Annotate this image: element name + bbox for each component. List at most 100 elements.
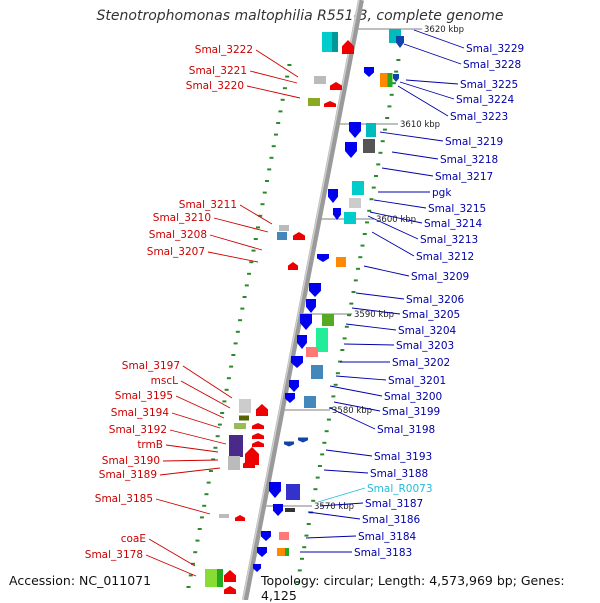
leader-line <box>325 449 373 457</box>
gene-label-right: Smal_3206 <box>406 294 465 306</box>
gene-block <box>387 73 393 87</box>
genome-backbone-highlight <box>242 0 360 600</box>
gene-arrow <box>289 380 299 392</box>
leader-line <box>397 85 449 117</box>
gene-block <box>363 139 375 153</box>
gene-arrow <box>300 314 312 330</box>
gene-label-right: Smal_3209 <box>411 271 469 283</box>
leader-line <box>381 167 434 177</box>
gene-label-right: Smal_3229 <box>466 43 524 55</box>
leader-line <box>369 211 423 224</box>
leader-line <box>373 199 427 209</box>
gene-arrow <box>393 74 399 82</box>
gene-label-right: Smal_3188 <box>370 468 428 480</box>
gene-block <box>306 347 318 357</box>
gene-arrow <box>317 254 329 262</box>
gene-label-right: Smal_3215 <box>428 203 486 215</box>
gene-arrow <box>330 82 342 90</box>
gene-label-right: Smal_3198 <box>377 424 435 436</box>
gene-label-right: Smal_R0073 <box>367 483 433 495</box>
ruler-label: 3610 kbp <box>400 120 440 130</box>
gene-label-right: Smal_3219 <box>445 136 503 148</box>
tick-marks <box>186 59 401 588</box>
gene-label-left: Smal_3185 <box>95 493 153 505</box>
leader-line <box>405 79 459 85</box>
gene-arrow <box>269 482 281 498</box>
topology-text: Topology: circular; Length: 4,573,969 bp… <box>261 573 565 603</box>
ruler-label: 3620 kbp <box>424 25 464 35</box>
leader-line <box>413 29 465 49</box>
gene-label-left: coaE <box>121 533 146 545</box>
gene-block <box>322 314 334 326</box>
leader-line <box>145 554 197 577</box>
map-title: Stenotrophomonas maltophilia R551-3, com… <box>96 8 504 24</box>
leader-line <box>379 131 444 142</box>
gene-label-right: Smal_3187 <box>365 498 423 510</box>
gene-block <box>229 435 243 457</box>
gene-block <box>279 225 289 231</box>
leader-line <box>207 251 259 263</box>
leader-line <box>329 385 383 397</box>
gene-label-right: Smal_3193 <box>374 451 432 463</box>
gene-label-right: Smal_3218 <box>440 154 498 166</box>
leader-line <box>305 535 357 539</box>
gene-block <box>304 396 316 408</box>
gene-arrow <box>349 122 361 138</box>
gene-arrow <box>291 356 303 368</box>
gene-block <box>322 32 334 52</box>
gene-label-left: Smal_3190 <box>102 455 160 467</box>
gene-arrow <box>285 393 295 403</box>
gene-label-right: Smal_3224 <box>456 94 515 106</box>
gene-block <box>336 257 346 267</box>
gene-label-right: Smal_3213 <box>420 234 478 246</box>
gene-label-right: Smal_3228 <box>463 59 521 71</box>
leader-line <box>367 215 419 240</box>
leader-line <box>345 323 397 331</box>
leader-line <box>355 292 405 300</box>
gene-block <box>239 399 251 413</box>
ruler-label: 3580 kbp <box>332 406 372 416</box>
leader-line <box>391 151 439 160</box>
gene-label-right: Smal_3183 <box>354 547 412 559</box>
gene-arrow <box>309 283 321 297</box>
leader-line <box>155 498 211 515</box>
gene-arrow <box>345 142 357 158</box>
gene-label-left: mscL <box>151 375 178 387</box>
gene-label-right: Smal_3205 <box>402 309 460 321</box>
leader-line <box>249 70 298 84</box>
gene-label-right: Smal_3214 <box>424 218 483 230</box>
gene-label-left: Smal_3222 <box>195 44 253 56</box>
gene-block <box>352 181 364 195</box>
ruler-label: 3600 kbp <box>376 215 416 225</box>
gene-block <box>285 548 289 556</box>
gene-arrow <box>273 504 283 516</box>
gene-arrow <box>224 586 236 594</box>
leader-line <box>371 231 415 257</box>
gene-arrow <box>328 189 338 203</box>
leader-line <box>148 538 196 567</box>
leader-line <box>162 459 219 462</box>
gene-label-right: Smal_3186 <box>362 514 421 526</box>
gene-label-right: Smal_3202 <box>392 357 450 369</box>
gene-labels: Smal_3222Smal_3221Smal_3220Smal_3211Smal… <box>85 43 524 561</box>
leader-line <box>319 502 364 507</box>
gene-block <box>286 484 300 500</box>
leader-line <box>182 365 233 399</box>
gene-label-left: Smal_3194 <box>111 407 170 419</box>
gene-arrow <box>288 262 298 270</box>
gene-label-right: Smal_3223 <box>450 111 508 123</box>
gene-arrow <box>284 441 294 447</box>
gene-block <box>311 365 323 379</box>
leader-line <box>209 234 263 251</box>
gene-arrow <box>324 101 336 107</box>
gene-block <box>308 98 320 106</box>
gene-label-right: Smal_3225 <box>460 79 518 91</box>
gene-block <box>277 232 287 240</box>
gene-label-left: Smal_3207 <box>147 246 205 258</box>
gene-arrow <box>243 460 255 468</box>
gene-block <box>219 514 229 518</box>
gene-label-left: Smal_3189 <box>99 469 157 481</box>
gene-block <box>277 548 285 556</box>
gene-block <box>349 198 361 208</box>
